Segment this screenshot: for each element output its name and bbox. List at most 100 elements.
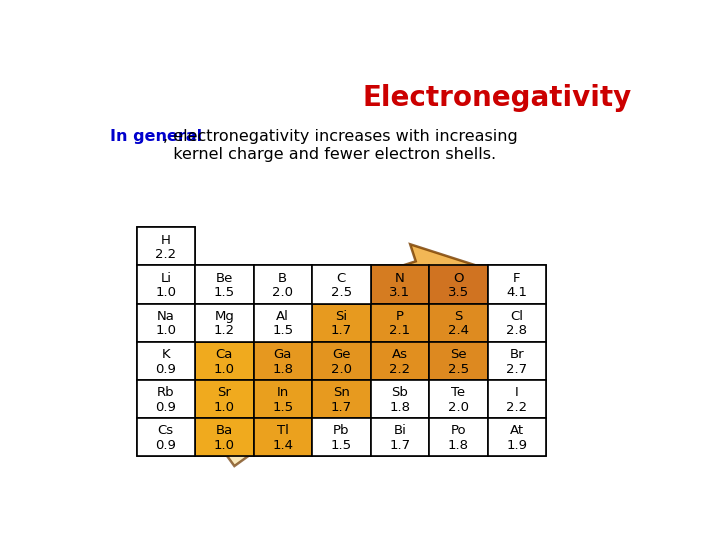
Text: Al: Al	[276, 310, 289, 323]
Text: 1.2: 1.2	[214, 325, 235, 338]
Text: 1.2: 1.2	[214, 325, 235, 338]
Text: As: As	[392, 348, 408, 361]
Text: F: F	[513, 272, 521, 285]
Text: 1.7: 1.7	[330, 401, 352, 414]
Text: 2.4: 2.4	[448, 325, 469, 338]
Bar	[137, 227, 195, 265]
Text: 1.0: 1.0	[214, 401, 235, 414]
Text: Tl: Tl	[277, 424, 289, 437]
Bar	[137, 380, 195, 418]
Text: At: At	[510, 424, 524, 437]
Bar	[137, 418, 195, 456]
Text: 2.0: 2.0	[272, 286, 293, 299]
Bar	[253, 342, 312, 380]
Bar	[312, 342, 371, 380]
Text: B: B	[278, 272, 287, 285]
Text: 2.2: 2.2	[506, 401, 527, 414]
Text: Br: Br	[510, 348, 524, 361]
Text: 1.7: 1.7	[330, 401, 352, 414]
Bar	[137, 227, 195, 265]
Text: 2.2: 2.2	[156, 248, 176, 261]
Text: P: P	[396, 310, 404, 323]
Text: Sr: Sr	[217, 386, 231, 399]
Text: 0.9: 0.9	[156, 401, 176, 414]
Text: 0.9: 0.9	[156, 362, 176, 375]
Bar	[487, 265, 546, 303]
Text: Bi: Bi	[393, 424, 406, 437]
Text: 1.9: 1.9	[506, 439, 527, 452]
Text: 1.0: 1.0	[156, 325, 176, 338]
Text: Br: Br	[510, 348, 524, 361]
Bar	[312, 303, 371, 342]
Text: S: S	[454, 310, 462, 323]
Bar	[253, 265, 312, 303]
Bar	[253, 380, 312, 418]
Bar	[487, 342, 546, 380]
Text: 2.2: 2.2	[390, 362, 410, 375]
Text: 2.0: 2.0	[330, 362, 352, 375]
Bar	[195, 342, 253, 380]
Text: 3.5: 3.5	[448, 286, 469, 299]
Text: Sb: Sb	[392, 386, 408, 399]
Bar	[429, 342, 487, 380]
Text: 1.5: 1.5	[272, 401, 293, 414]
Text: 2.8: 2.8	[506, 325, 527, 338]
Text: Te: Te	[451, 386, 465, 399]
Text: Ga: Ga	[274, 348, 292, 361]
Bar	[253, 342, 312, 380]
Text: Li: Li	[161, 272, 171, 285]
Text: 2.0: 2.0	[330, 362, 352, 375]
Text: O: O	[453, 272, 464, 285]
Text: Tl: Tl	[277, 424, 289, 437]
Text: 2.5: 2.5	[448, 362, 469, 375]
Text: In general: In general	[109, 129, 202, 144]
Text: Cs: Cs	[158, 424, 174, 437]
Text: 1.4: 1.4	[272, 439, 293, 452]
Text: 1.0: 1.0	[214, 362, 235, 375]
Bar	[195, 380, 253, 418]
Text: Mg: Mg	[215, 310, 234, 323]
Text: Se: Se	[450, 348, 467, 361]
Text: Ga: Ga	[274, 348, 292, 361]
Text: Cs: Cs	[158, 424, 174, 437]
Text: Li: Li	[161, 272, 171, 285]
Bar	[371, 342, 429, 380]
Bar	[137, 303, 195, 342]
Bar	[429, 303, 487, 342]
Text: O: O	[453, 272, 464, 285]
Text: 2.1: 2.1	[390, 325, 410, 338]
Text: 3.1: 3.1	[390, 286, 410, 299]
Text: H: H	[161, 234, 171, 247]
Text: Ca: Ca	[215, 348, 233, 361]
Text: 2.2: 2.2	[506, 401, 527, 414]
Polygon shape	[184, 244, 482, 386]
Text: 2.5: 2.5	[448, 362, 469, 375]
Text: 2.5: 2.5	[330, 286, 352, 299]
Bar	[312, 380, 371, 418]
Bar	[429, 380, 487, 418]
Text: S: S	[454, 310, 462, 323]
Text: 1.5: 1.5	[272, 325, 293, 338]
Text: 2.0: 2.0	[272, 286, 293, 299]
Text: 2.2: 2.2	[156, 248, 176, 261]
Text: H: H	[161, 234, 171, 247]
Text: Be: Be	[215, 272, 233, 285]
Text: 2.7: 2.7	[506, 362, 527, 375]
Bar	[487, 303, 546, 342]
Bar	[371, 303, 429, 342]
Text: Ge: Ge	[332, 348, 351, 361]
Text: In: In	[276, 386, 289, 399]
Text: B: B	[278, 272, 287, 285]
Bar	[195, 265, 253, 303]
Bar	[253, 418, 312, 456]
Text: 2.7: 2.7	[506, 362, 527, 375]
Bar	[137, 380, 195, 418]
Text: Na: Na	[157, 310, 175, 323]
Text: Al: Al	[276, 310, 289, 323]
Text: 1.9: 1.9	[506, 439, 527, 452]
Bar	[371, 303, 429, 342]
Text: 2.0: 2.0	[448, 401, 469, 414]
Text: 1.4: 1.4	[272, 439, 293, 452]
Text: 1.5: 1.5	[330, 439, 352, 452]
Bar	[371, 380, 429, 418]
